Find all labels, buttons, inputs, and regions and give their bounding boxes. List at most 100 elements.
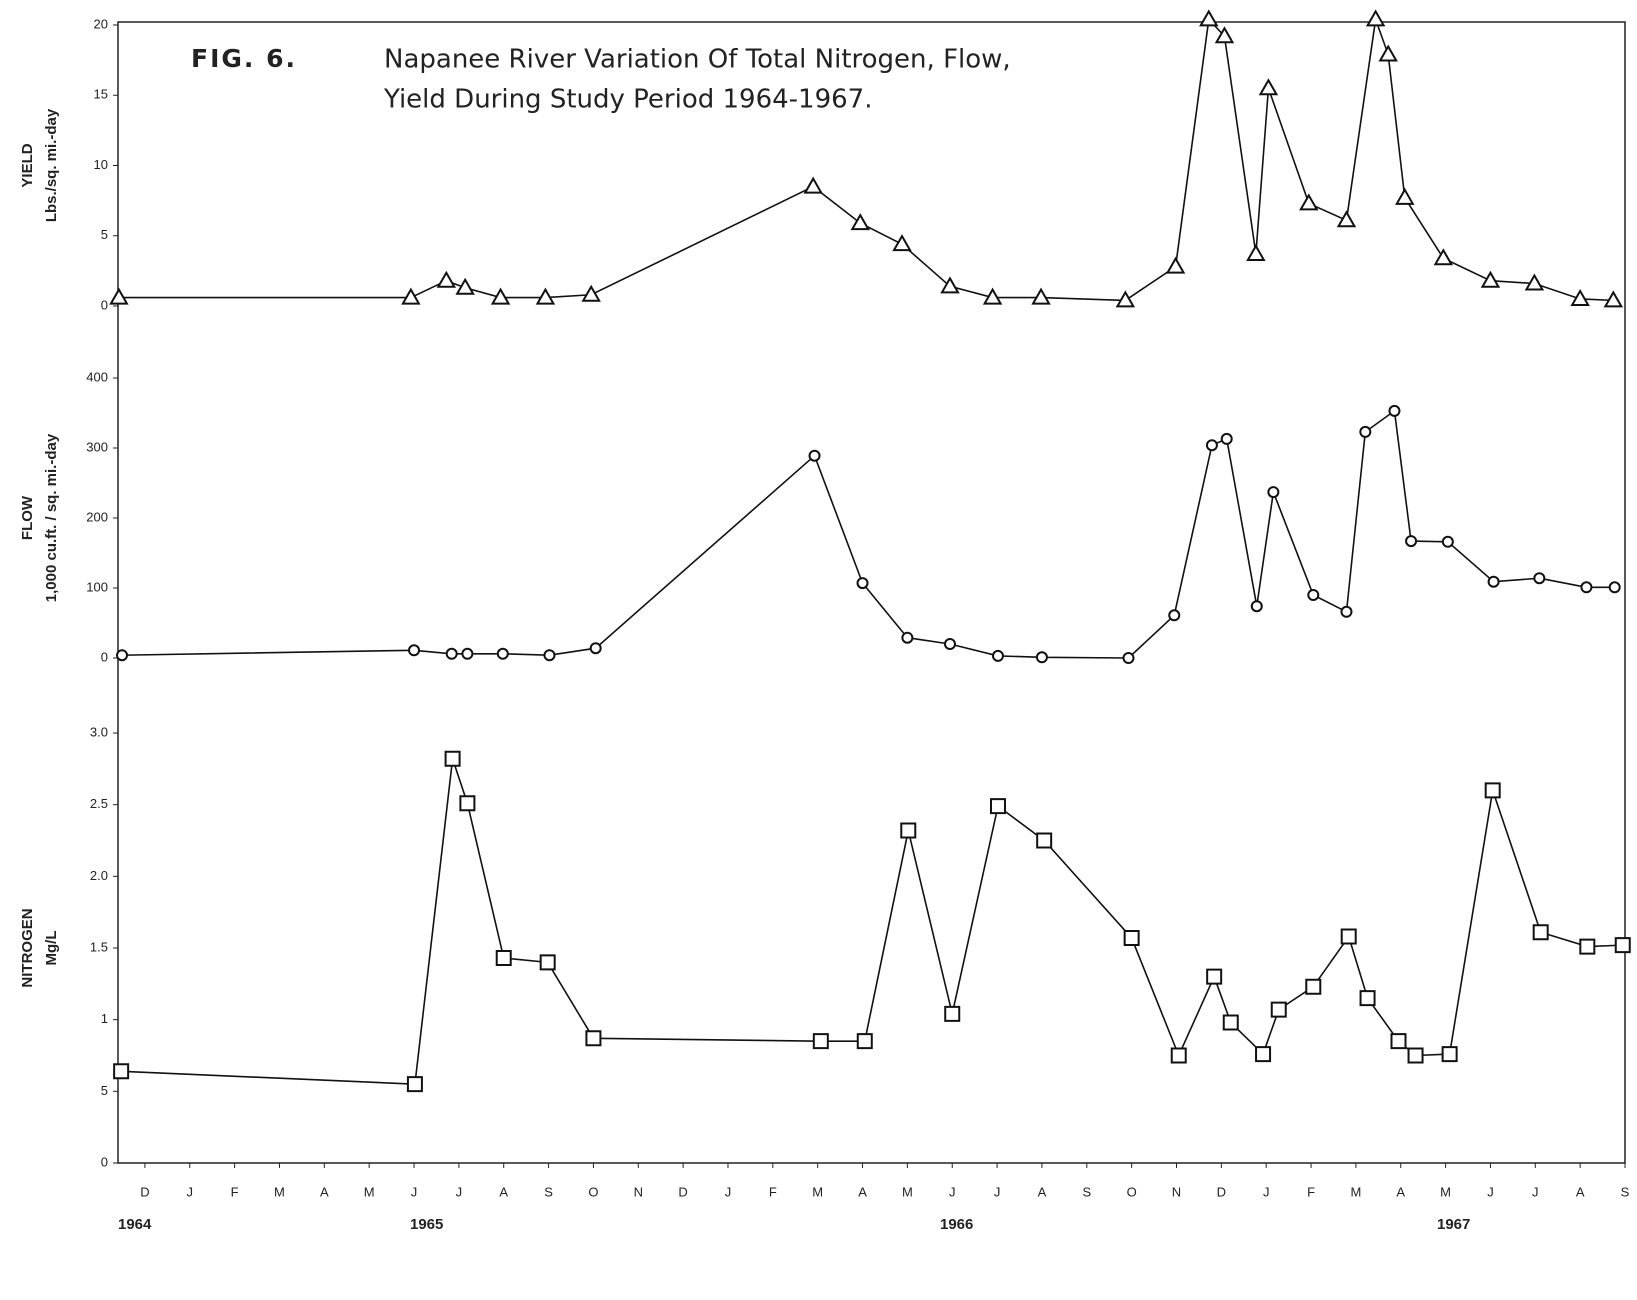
x-tick-label: A (1396, 1184, 1405, 1199)
data-point (1255, 1046, 1272, 1063)
y-tick-label: 1 (101, 1011, 108, 1026)
x-tick-label: O (588, 1184, 598, 1199)
x-tick-label: J (187, 1184, 194, 1199)
year-label: 1964 (118, 1216, 152, 1233)
data-point (581, 284, 601, 302)
y-tick-label: 10 (94, 157, 108, 172)
data-point (1035, 651, 1048, 664)
data-point (1270, 1001, 1287, 1018)
data-point (543, 649, 556, 662)
y-tick-label: 15 (94, 87, 108, 102)
data-point (1608, 581, 1621, 594)
data-point (535, 287, 556, 305)
data-point (495, 950, 512, 967)
y-tick-label: 400 (86, 369, 108, 384)
x-tick-label: M (902, 1184, 913, 1199)
data-point (116, 649, 129, 662)
x-tick-label: O (1127, 1184, 1137, 1199)
data-point (1206, 968, 1223, 985)
x-tick-label: M (274, 1184, 285, 1199)
data-point (1441, 1046, 1458, 1063)
data-point (490, 287, 511, 305)
data-point (113, 1063, 130, 1080)
data-point (892, 234, 912, 252)
data-point (1378, 44, 1398, 62)
y-axis-label: FLOW (19, 495, 36, 540)
data-point (1205, 439, 1218, 452)
data-point (808, 449, 821, 462)
data-point (406, 1076, 423, 1093)
x-tick-label: J (725, 1184, 732, 1199)
data-point (1222, 1014, 1239, 1031)
x-tick-label: A (858, 1184, 867, 1199)
data-point (812, 1033, 829, 1050)
x-tick-label: N (634, 1184, 643, 1199)
y-tick-label: 200 (86, 509, 108, 524)
data-point (539, 954, 556, 971)
data-point (1580, 581, 1593, 594)
data-point (1165, 256, 1186, 274)
data-point (1258, 78, 1279, 96)
y-tick-label: 0 (101, 297, 108, 312)
data-point (803, 176, 823, 194)
data-point (1441, 535, 1454, 548)
x-tick-label: S (1082, 1184, 1091, 1199)
figure-label: FIG. 6. (191, 44, 297, 73)
data-point (856, 577, 869, 590)
y-tick-label: 300 (86, 439, 108, 454)
y-tick-label: 2.5 (90, 796, 108, 811)
x-tick-label: F (231, 1184, 239, 1199)
data-point (455, 277, 475, 295)
x-tick-label: J (411, 1184, 418, 1199)
x-tick-label: A (499, 1184, 508, 1199)
data-point (1340, 605, 1353, 618)
y-axis-label: NITROGEN (19, 908, 36, 987)
x-tick-label: N (1172, 1184, 1181, 1199)
y-tick-label: 5 (101, 1083, 108, 1098)
x-tick-label: A (1038, 1184, 1047, 1199)
x-tick-label: D (1217, 1184, 1226, 1199)
data-point (1359, 990, 1376, 1007)
data-point (1122, 652, 1135, 664)
y-axis-label: YIELD (19, 143, 36, 187)
data-point (1524, 273, 1545, 291)
data-point (1031, 287, 1051, 305)
data-point (989, 798, 1006, 815)
data-line (122, 409, 1615, 659)
y-tick-label: 3.0 (90, 724, 108, 739)
data-point (1480, 270, 1501, 288)
data-point (1570, 288, 1590, 306)
x-tick-label: A (1576, 1184, 1585, 1199)
chart-title: Yield During Study Period 1964-1967. (383, 85, 872, 115)
data-point (1533, 572, 1546, 585)
year-label: 1967 (1437, 1216, 1470, 1233)
data-point (1123, 929, 1140, 946)
x-tick-label: J (1263, 1184, 1270, 1199)
chart-title: Napanee River Variation Of Total Nitroge… (384, 45, 1011, 75)
x-tick-label: F (1307, 1184, 1315, 1199)
data-point (1220, 432, 1233, 445)
data-point (901, 631, 914, 644)
data-point (1250, 600, 1263, 613)
data-point (1246, 243, 1266, 262)
x-tick-label: M (812, 1184, 823, 1199)
data-point (1487, 575, 1500, 588)
data-point (856, 1033, 873, 1050)
y-tick-label: 0 (101, 1154, 108, 1169)
x-tick-label: M (1440, 1184, 1451, 1199)
data-point (1359, 425, 1372, 438)
x-tick-label: S (544, 1184, 553, 1199)
data-point (1336, 210, 1357, 228)
y-tick-label: 100 (86, 579, 108, 594)
data-point (1405, 535, 1418, 548)
y-axis-label: 1,000 cu.ft. / sq. mi.-day (43, 433, 60, 602)
data-point (943, 638, 956, 650)
x-tick-label: D (678, 1184, 687, 1199)
x-tick-label: J (1532, 1184, 1539, 1199)
data-point (401, 287, 421, 305)
data-point (496, 647, 509, 660)
data-point (1603, 290, 1624, 308)
data-point (944, 1005, 961, 1022)
data-point (1199, 9, 1219, 27)
